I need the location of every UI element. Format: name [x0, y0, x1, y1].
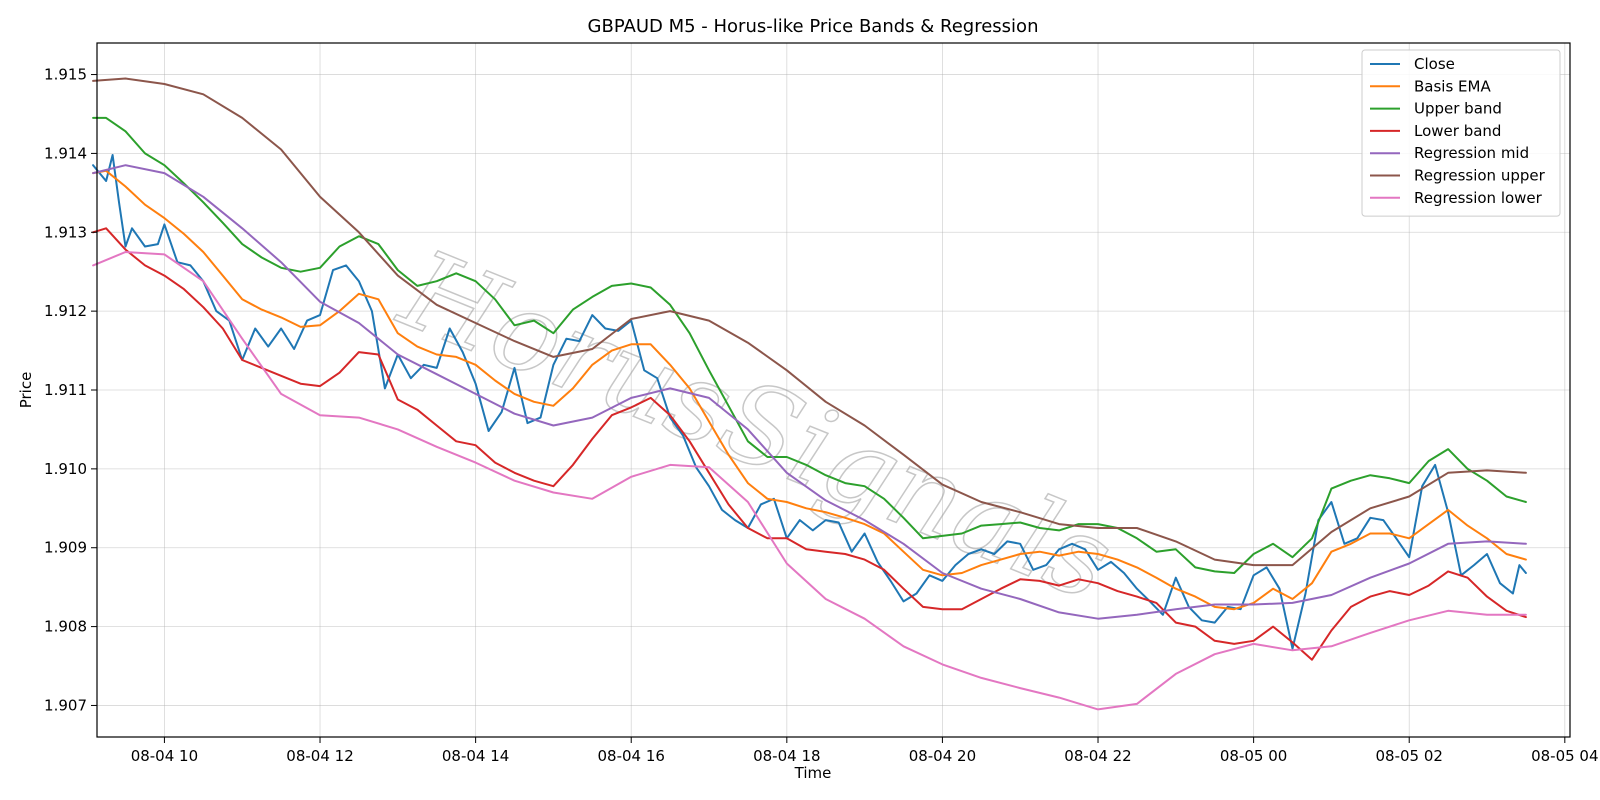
series-line-basis-ema	[92, 169, 1527, 611]
legend-box	[1361, 49, 1561, 217]
x-tick-label: 08-04 20	[909, 747, 976, 765]
legend-label: Upper band	[1414, 100, 1502, 118]
series-line-lower-band	[92, 227, 1527, 661]
x-tick-label: 08-05 04	[1531, 747, 1598, 765]
legend-label: Lower band	[1414, 122, 1501, 140]
legend-label: Regression lower	[1414, 189, 1543, 207]
series-line-regression-upper	[92, 77, 1527, 567]
x-tick-label: 08-04 14	[442, 747, 509, 765]
x-tick-label: 08-04 12	[286, 747, 353, 765]
y-tick-label: 1.909	[44, 539, 87, 557]
series-line-regression-mid	[92, 164, 1527, 620]
y-tick-label: 1.910	[44, 460, 87, 478]
x-tick-label: 08-04 22	[1064, 747, 1131, 765]
legend-label: Regression upper	[1414, 167, 1546, 185]
y-tick-label: 1.914	[44, 144, 87, 162]
legend: Close Basis EMA Upper band Lower band Regres…	[1361, 49, 1561, 217]
x-tick-label: 08-04 10	[131, 747, 198, 765]
y-tick-label: 1.912	[44, 302, 87, 320]
series-layer	[92, 77, 1527, 711]
legend-label: Close	[1414, 55, 1455, 73]
x-axis: 08-04 10 08-04 12 08-04 14 08-04 16 08-04 18…	[131, 737, 1599, 765]
legend-label: Basis EMA	[1414, 77, 1491, 95]
y-tick-label: 1.911	[44, 381, 87, 399]
y-axis-label: Price	[17, 372, 35, 409]
y-tick-label: 1.907	[44, 696, 87, 714]
chart-title: GBPAUD M5 - Horus-like Price Bands & Reg…	[588, 16, 1039, 37]
y-tick-label: 1.915	[44, 66, 87, 84]
x-tick-label: 08-05 02	[1375, 747, 1442, 765]
y-tick-label: 1.908	[44, 618, 87, 636]
x-tick-label: 08-05 00	[1220, 747, 1287, 765]
x-axis-label: Time	[794, 764, 832, 782]
x-tick-label: 08-04 18	[753, 747, 820, 765]
x-tick-label: 08-04 16	[597, 747, 664, 765]
series-line-regression-lower	[92, 251, 1527, 711]
series-line-close	[92, 154, 1527, 650]
series-line-upper-band	[92, 116, 1527, 574]
y-tick-label: 1.913	[44, 223, 87, 241]
y-axis: 1.907 1.908 1.909 1.910 1.911 1.912 1.913 1.914…	[44, 66, 97, 714]
legend-label: Regression mid	[1414, 144, 1529, 162]
